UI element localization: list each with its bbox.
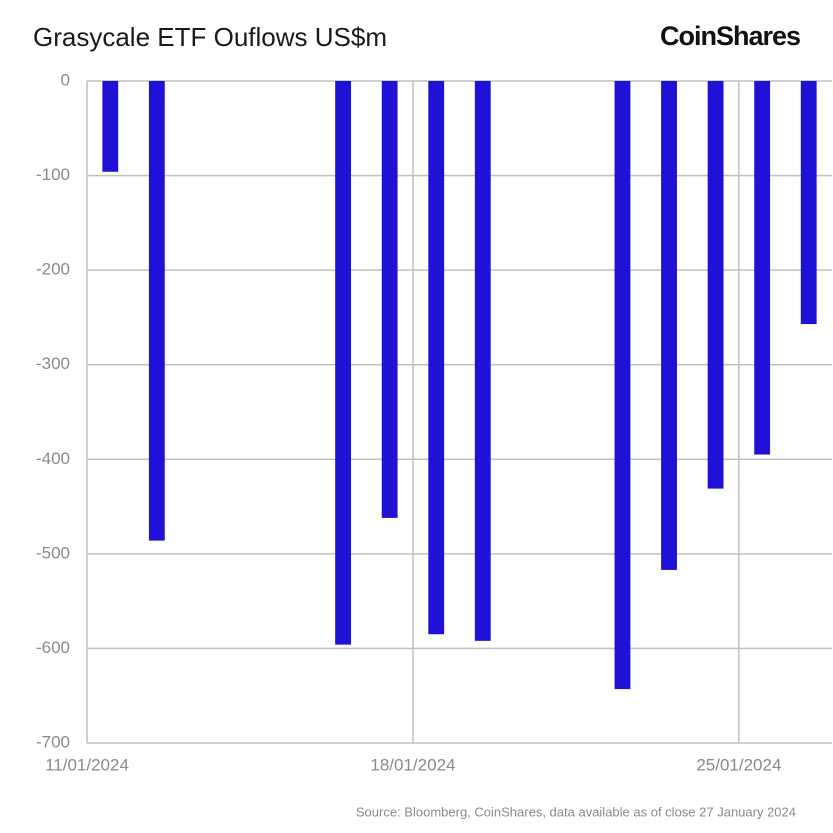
bar xyxy=(661,81,677,570)
bar xyxy=(474,81,491,641)
bar xyxy=(428,81,445,635)
bar xyxy=(381,81,398,518)
bar xyxy=(800,81,817,325)
y-tick-label: 0 xyxy=(61,70,70,89)
x-tick-label: 25/01/2024 xyxy=(696,755,781,774)
y-tick-label: -100 xyxy=(36,165,70,184)
bar xyxy=(707,81,724,489)
bar xyxy=(614,81,631,690)
brand-logo: CoinShares xyxy=(660,21,800,51)
y-tick-label: -200 xyxy=(36,260,70,279)
bar xyxy=(148,81,165,541)
y-tick-label: -300 xyxy=(36,354,70,373)
bar xyxy=(102,81,119,172)
source-note: Source: Bloomberg, CoinShares, data avai… xyxy=(356,804,796,819)
bar xyxy=(335,81,352,645)
y-tick-label: -500 xyxy=(36,543,70,562)
bar xyxy=(754,81,771,455)
y-tick-label: -700 xyxy=(36,732,70,751)
chart-title: Grasycale ETF Ouflows US$m xyxy=(33,22,387,52)
x-tick-label: 18/01/2024 xyxy=(370,755,455,774)
x-tick-label: 11/01/2024 xyxy=(45,755,129,774)
y-tick-label: -600 xyxy=(36,638,70,657)
y-tick-label: -400 xyxy=(36,449,70,468)
